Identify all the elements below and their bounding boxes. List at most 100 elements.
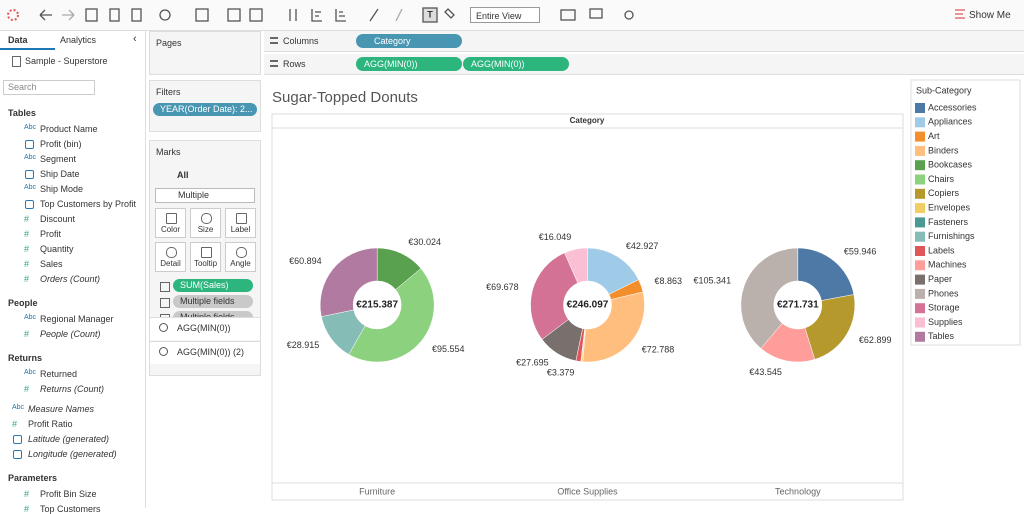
sort-asc[interactable] [311, 9, 322, 22]
new-sheet[interactable] [195, 8, 209, 22]
legend-swatch [915, 231, 925, 242]
marks-card: Marks All Multiple Color Size Label Detail T… [149, 140, 261, 376]
search-box[interactable]: Search [3, 80, 95, 95]
field[interactable]: Regional Manager [40, 314, 114, 324]
mark-pill[interactable]: Multiple fields [173, 295, 253, 308]
field[interactable]: Ship Mode [40, 184, 84, 194]
field[interactable]: People (Count) [40, 329, 101, 339]
mark-button[interactable]: Angle [225, 242, 256, 272]
field[interactable]: Product Name [40, 124, 98, 134]
field[interactable]: Discount [40, 214, 76, 224]
tab-underline [0, 48, 55, 50]
value-label: €60.894 [289, 256, 322, 266]
mark-button[interactable]: Tooltip [190, 242, 221, 272]
share[interactable] [624, 10, 634, 20]
field[interactable]: Orders (Count) [40, 274, 101, 284]
field-icon: # [24, 504, 30, 514]
shelf-pill[interactable]: AGG(MIN(0)) [356, 57, 462, 71]
mark-button[interactable]: Size [190, 208, 221, 238]
legend-entry: Art [928, 131, 940, 141]
field[interactable]: Profit Bin Size [40, 489, 97, 499]
refresh[interactable] [159, 9, 171, 21]
shelf-title: Columns [283, 36, 319, 46]
field-icon: # [24, 329, 30, 339]
data-source[interactable]: Sample - Superstore [25, 56, 108, 66]
field-icon: Abc [24, 154, 37, 161]
mark-pill[interactable]: SUM(Sales) [173, 279, 253, 292]
value-label: €95.554 [432, 344, 465, 354]
value-label: €28.915 [287, 340, 320, 350]
mark-button[interactable]: Detail [155, 242, 186, 272]
field[interactable]: Measure Names [28, 404, 95, 414]
mark-button-icon [201, 213, 212, 224]
redo[interactable] [62, 9, 75, 21]
field-icon: # [24, 259, 30, 269]
legend-swatch [915, 303, 925, 314]
clear[interactable] [249, 8, 263, 22]
labels-toggle[interactable] [422, 7, 438, 23]
donut-total: €246.097 [567, 300, 609, 311]
duplicate[interactable] [227, 8, 241, 22]
tab-data[interactable]: Data [8, 35, 28, 45]
field[interactable]: Profit [40, 229, 62, 239]
tab-analytics[interactable]: Analytics [60, 35, 97, 45]
field[interactable]: Quantity [40, 244, 74, 254]
show-me-icon[interactable] [955, 9, 965, 19]
group[interactable] [395, 8, 403, 22]
field[interactable]: Profit (bin) [40, 139, 82, 149]
presentation[interactable] [589, 8, 603, 19]
layer[interactable]: AGG(MIN(0)) (2) [177, 347, 244, 357]
shelves: Columns Category Rows AGG(MIN(0)) AGG(MIN(0)… [264, 31, 1024, 75]
field[interactable]: Returned [40, 369, 78, 379]
fit-dropdown[interactable]: Entire View [470, 7, 540, 23]
layer-icon [159, 323, 168, 332]
field[interactable]: Ship Date [40, 169, 80, 179]
layer-row [150, 317, 260, 340]
field-icon: Abc [24, 124, 37, 131]
field[interactable]: Returns (Count) [40, 384, 105, 394]
card-title: Filters [156, 87, 181, 97]
mark-button[interactable]: Color [155, 208, 186, 238]
legend-swatch [915, 274, 925, 285]
category-label: Office Supplies [557, 486, 618, 496]
header: Category [570, 116, 605, 125]
collapse[interactable]: ‹ [133, 33, 137, 45]
swap[interactable] [289, 9, 297, 21]
shelf-pill[interactable]: Category [356, 34, 462, 48]
filters-card: Filters YEAR(Order Date): 2... [149, 80, 261, 132]
legend-swatch [915, 117, 925, 128]
legend-swatch [915, 188, 925, 199]
highlight[interactable] [369, 8, 379, 22]
field[interactable]: Profit Ratio [28, 419, 73, 429]
legend-entry: Paper [928, 274, 952, 284]
mark-button-label: Tooltip [193, 259, 218, 268]
logo [7, 9, 19, 21]
field[interactable]: Segment [40, 154, 77, 164]
filter-pill[interactable]: YEAR(Order Date): 2... [153, 103, 257, 116]
mark-button[interactable]: Label [225, 208, 256, 238]
shelf-icon [270, 60, 278, 67]
field-icon: # [24, 274, 30, 284]
show-me[interactable]: Show Me [969, 10, 1011, 21]
field-icon: # [24, 384, 30, 394]
pin[interactable] [444, 8, 455, 19]
save[interactable] [85, 8, 98, 22]
field[interactable]: Sales [40, 259, 63, 269]
pause[interactable] [131, 8, 142, 22]
mark-type[interactable]: Multiple [155, 188, 255, 203]
field[interactable]: Top Customers by Profit [40, 199, 137, 209]
marks-all[interactable]: All [177, 170, 189, 180]
layer[interactable]: AGG(MIN(0)) [177, 323, 231, 333]
field-icon: # [12, 419, 18, 429]
field-icon: # [24, 489, 30, 499]
undo[interactable] [39, 9, 52, 21]
sort-desc[interactable] [335, 9, 346, 22]
new-source[interactable] [109, 8, 120, 22]
field[interactable]: Longitude (generated) [28, 449, 117, 459]
shelf-pill[interactable]: AGG(MIN(0)) [463, 57, 569, 71]
cards[interactable] [560, 9, 576, 21]
legend-entry: Machines [928, 260, 967, 270]
field[interactable]: Latitude (generated) [28, 434, 110, 444]
field[interactable]: Top Customers [40, 504, 101, 514]
group-title: Tables [8, 108, 36, 118]
